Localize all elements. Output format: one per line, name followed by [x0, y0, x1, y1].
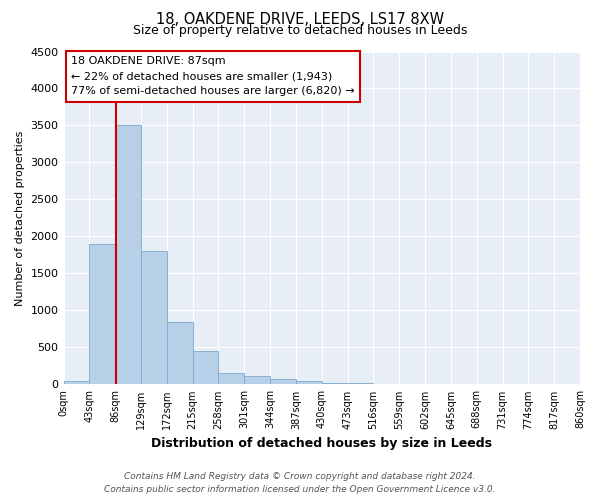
Bar — [270, 380, 296, 384]
X-axis label: Distribution of detached houses by size in Leeds: Distribution of detached houses by size … — [151, 437, 492, 450]
Bar — [218, 373, 244, 384]
Bar — [115, 126, 141, 384]
Bar — [141, 252, 167, 384]
Y-axis label: Number of detached properties: Number of detached properties — [15, 130, 25, 306]
Bar — [89, 244, 115, 384]
Bar — [193, 351, 218, 384]
Text: 18 OAKDENE DRIVE: 87sqm
← 22% of detached houses are smaller (1,943)
77% of semi: 18 OAKDENE DRIVE: 87sqm ← 22% of detache… — [71, 56, 355, 96]
Bar — [296, 382, 322, 384]
Text: Contains HM Land Registry data © Crown copyright and database right 2024.
Contai: Contains HM Land Registry data © Crown c… — [104, 472, 496, 494]
Bar — [322, 383, 347, 384]
Text: 18, OAKDENE DRIVE, LEEDS, LS17 8XW: 18, OAKDENE DRIVE, LEEDS, LS17 8XW — [156, 12, 444, 28]
Bar — [167, 322, 193, 384]
Bar — [64, 380, 89, 384]
Text: Size of property relative to detached houses in Leeds: Size of property relative to detached ho… — [133, 24, 467, 37]
Bar — [244, 376, 270, 384]
